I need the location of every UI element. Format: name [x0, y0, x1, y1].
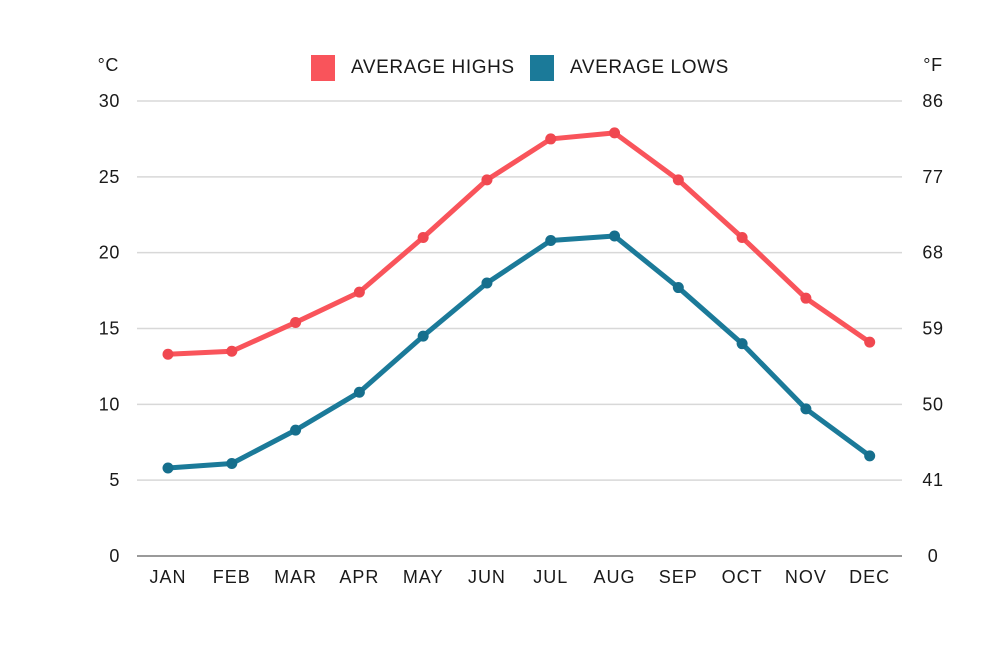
average-lows-point-dec [864, 450, 876, 462]
y-axis-left-tick-label: 0 [109, 546, 120, 566]
average-lows-point-aug [609, 230, 621, 242]
average-highs-point-dec [864, 336, 876, 348]
y-axis-right-tick-label: 86 [922, 91, 943, 111]
x-axis-month-label: JUN [468, 567, 506, 587]
average-lows-point-jul [545, 235, 557, 247]
average-highs-point-jan [162, 348, 174, 360]
y-axis-right-unit-label: °F [923, 55, 942, 75]
lows-legend-label: AVERAGE LOWS [570, 57, 729, 78]
average-highs-point-apr [353, 286, 365, 298]
x-axis-month-label: JAN [149, 567, 186, 587]
highs-legend-swatch-icon [311, 55, 335, 81]
highs-legend-label: AVERAGE HIGHS [351, 57, 515, 78]
average-highs-point-sep [672, 174, 684, 186]
legend-item-lows: AVERAGE LOWS [530, 55, 729, 81]
average-highs-point-nov [800, 292, 812, 304]
x-axis-month-label: MAY [403, 567, 444, 587]
average-highs-point-mar [290, 316, 302, 328]
average-highs-point-jun [481, 174, 493, 186]
y-axis-right-tick-label: 59 [922, 319, 943, 339]
y-axis-left-unit-label: °C [98, 55, 119, 75]
average-highs-point-feb [226, 345, 238, 357]
average-lows-point-jan [162, 462, 174, 474]
y-axis-left-tick-label: 15 [99, 319, 120, 339]
average-lows-point-mar [290, 424, 302, 436]
average-highs-point-aug [609, 127, 621, 139]
x-axis-month-label: OCT [722, 567, 763, 587]
average-lows-point-apr [353, 386, 365, 398]
x-axis-month-label: DEC [849, 567, 890, 587]
average-lows-line [165, 233, 873, 471]
average-lows-point-sep [672, 282, 684, 294]
average-lows-point-oct [736, 338, 748, 350]
x-axis-month-label: AUG [594, 567, 636, 587]
x-axis-month-label: FEB [213, 567, 251, 587]
y-axis-left-tick-label: 10 [99, 394, 120, 414]
y-axis-left-tick-label: 25 [99, 167, 120, 187]
y-axis-right-tick-label: 77 [922, 167, 943, 187]
average-lows-point-feb [226, 457, 238, 469]
lows-legend-swatch-icon [530, 55, 554, 81]
chart-legend: AVERAGE HIGHS AVERAGE LOWS [311, 55, 729, 81]
y-axis-left-tick-label: 5 [109, 470, 120, 490]
x-axis-month-label: APR [339, 567, 379, 587]
average-highs-point-oct [736, 232, 748, 244]
x-axis-month-label: SEP [659, 567, 698, 587]
x-axis-month-label: MAR [274, 567, 317, 587]
average-highs-point-jul [545, 133, 557, 145]
y-axis-right-tick-label: 50 [922, 394, 943, 414]
average-lows-point-jun [481, 277, 493, 289]
y-axis-right-tick-label: 41 [922, 470, 943, 490]
y-axis-left-tick-label: 20 [99, 243, 120, 263]
average-highs-line [165, 130, 873, 357]
y-axis-right-tick-label: 68 [922, 243, 943, 263]
average-lows-point-nov [800, 403, 812, 415]
average-lows-point-may [417, 330, 429, 342]
x-axis-month-label: JUL [533, 567, 568, 587]
average-highs-point-may [417, 232, 429, 244]
legend-item-highs: AVERAGE HIGHS [311, 55, 530, 81]
x-axis-month-label: NOV [785, 567, 827, 587]
y-axis-right-tick-label: 0 [928, 546, 939, 566]
y-axis-left-tick-label: 30 [99, 91, 120, 111]
